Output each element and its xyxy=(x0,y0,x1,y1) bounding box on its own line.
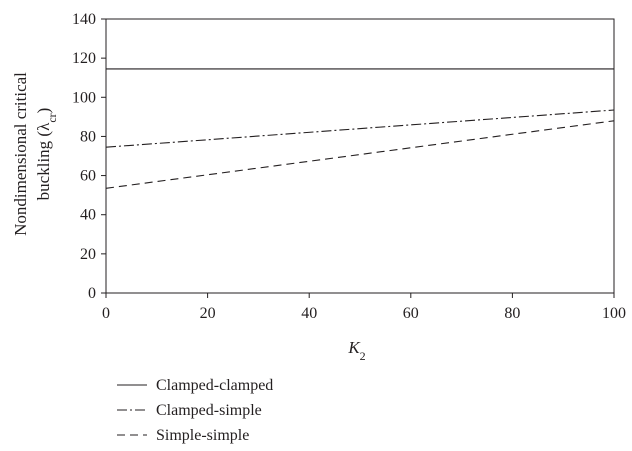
y-axis-label-line1: Nondimensional critical xyxy=(11,72,30,236)
x-axis-label-sub: 2 xyxy=(360,349,366,363)
y-tick-label: 140 xyxy=(72,11,96,28)
series-line-simple-simple xyxy=(105,120,615,189)
series-lines xyxy=(105,68,615,189)
y-axis-label-sub: cr xyxy=(45,113,59,122)
y-tick-label: 100 xyxy=(72,89,96,106)
plot-frame xyxy=(105,18,615,294)
x-tick-label: 0 xyxy=(102,305,110,322)
x-tick-label: 100 xyxy=(602,305,626,322)
legend: Clamped-clamped Clamped-simple Simple-simp… xyxy=(117,377,273,444)
y-tick-label: 0 xyxy=(88,285,96,302)
y-axis-label-close: ) xyxy=(34,108,53,114)
series-line-clamped-simple xyxy=(105,109,615,148)
x-axis-label: K2 xyxy=(347,338,365,363)
y-tick-label: 20 xyxy=(80,246,96,263)
x-axis-ticks: 0 20 40 60 80 100 xyxy=(102,293,626,322)
y-tick-label: 40 xyxy=(80,207,96,224)
x-tick-label: 20 xyxy=(200,305,216,322)
y-tick-label: 120 xyxy=(72,50,96,67)
y-axis-label-line2-main: buckling (λ xyxy=(34,122,53,200)
x-tick-label: 40 xyxy=(301,305,317,322)
y-axis-label: Nondimensional critical xyxy=(11,72,30,236)
y-tick-label: 80 xyxy=(80,128,96,145)
y-axis-label-line2: buckling (λcr) xyxy=(34,108,59,201)
y-axis-label-2: buckling (λcr) xyxy=(34,108,59,201)
legend-label: Clamped-clamped xyxy=(156,377,273,394)
legend-label: Clamped-simple xyxy=(156,402,262,419)
x-tick-label: 80 xyxy=(504,305,520,322)
legend-label: Simple-simple xyxy=(156,427,249,444)
y-tick-label: 60 xyxy=(80,168,96,185)
x-tick-label: 60 xyxy=(403,305,419,322)
x-axis-label-main: K xyxy=(347,338,361,357)
y-axis-ticks: 0 20 40 60 80 100 120 140 xyxy=(72,11,106,302)
